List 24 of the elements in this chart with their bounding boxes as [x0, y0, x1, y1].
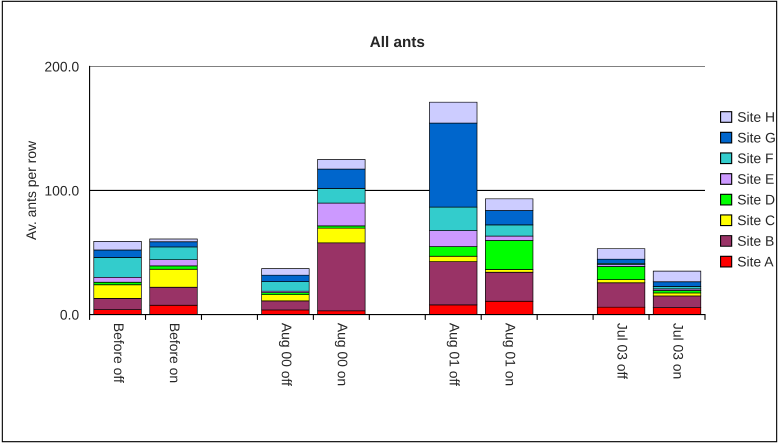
- x-tick-label: Aug 00 off: [278, 322, 292, 386]
- x-tick-label: Before off: [114, 324, 124, 383]
- legend-label: Site H: [738, 112, 774, 122]
- chart-title: All ants: [370, 36, 424, 48]
- y-axis-title: Av. ants per row: [26, 140, 39, 240]
- legend-label: Site D: [738, 194, 774, 205]
- legend-label: Site E: [738, 174, 774, 184]
- x-tick-label: Aug 00 on: [334, 322, 348, 386]
- bar: [596, 248, 646, 260]
- y-tick-label: 200.0: [45, 62, 79, 72]
- x-tick-label: Jul 03 off: [617, 323, 628, 380]
- legend-label: Site F: [738, 153, 773, 164]
- x-tick-label: Jul 03 on: [673, 323, 684, 378]
- bar: [596, 266, 646, 280]
- y-tick-label: 100.0: [45, 186, 79, 196]
- bar: [485, 240, 534, 270]
- legend-label: Site G: [738, 132, 775, 143]
- x-tick-label: Aug 01 off: [446, 322, 460, 386]
- x-tick-label: Before on: [170, 324, 180, 382]
- y-tick-label: 0.0: [60, 310, 79, 320]
- legend-label: Site C: [738, 215, 775, 226]
- legend-label: Site A: [738, 256, 774, 267]
- legend-label: Site B: [738, 236, 774, 246]
- x-tick-label: Aug 01 on: [502, 322, 516, 386]
